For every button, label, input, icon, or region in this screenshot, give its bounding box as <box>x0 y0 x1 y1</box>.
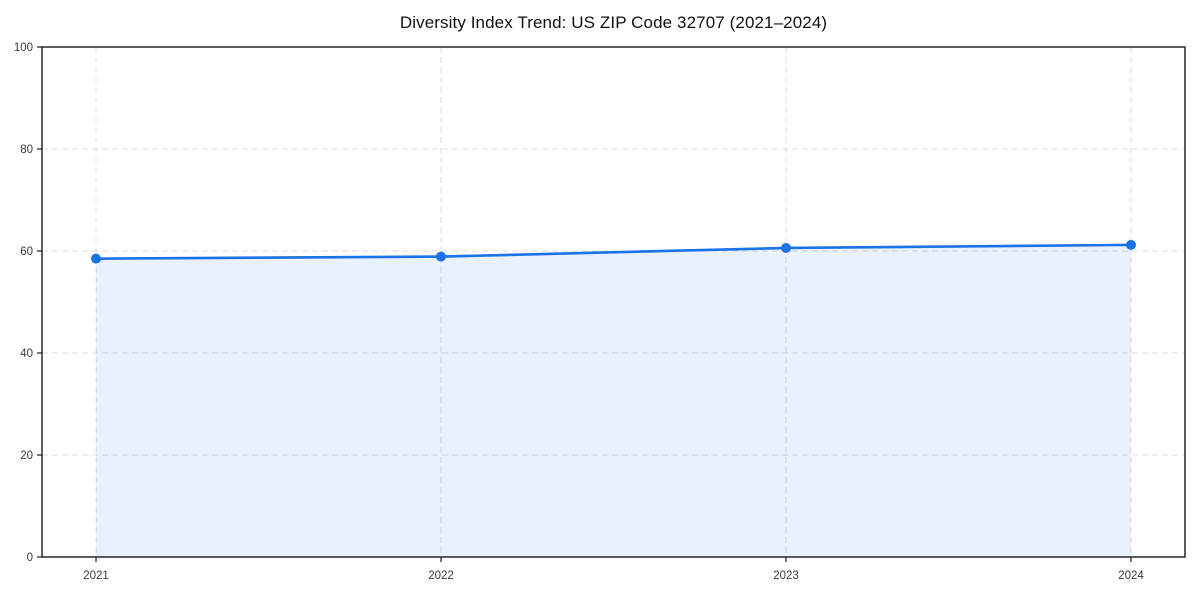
chart-title: Diversity Index Trend: US ZIP Code 32707… <box>399 13 828 32</box>
x-tick-label: 2024 <box>1118 570 1144 582</box>
data-point-marker <box>1126 239 1136 250</box>
x-tick-label: 2023 <box>773 570 799 582</box>
y-tick-label: 20 <box>20 450 33 462</box>
data-point-marker <box>91 253 101 264</box>
data-point-marker <box>781 242 791 253</box>
y-tick-label: 100 <box>14 42 33 54</box>
data-point-marker <box>436 251 446 262</box>
trend-line <box>94 243 1133 260</box>
area-fill <box>96 244 1131 557</box>
y-tick-label: 40 <box>20 348 33 360</box>
y-tick-label: 60 <box>20 246 33 258</box>
x-tick-label: 2022 <box>428 570 454 582</box>
y-tick-label: 80 <box>20 144 33 156</box>
y-tick-label: 0 <box>27 552 33 564</box>
axes-frame <box>41 46 1186 558</box>
x-tick-label: 2021 <box>83 570 109 582</box>
